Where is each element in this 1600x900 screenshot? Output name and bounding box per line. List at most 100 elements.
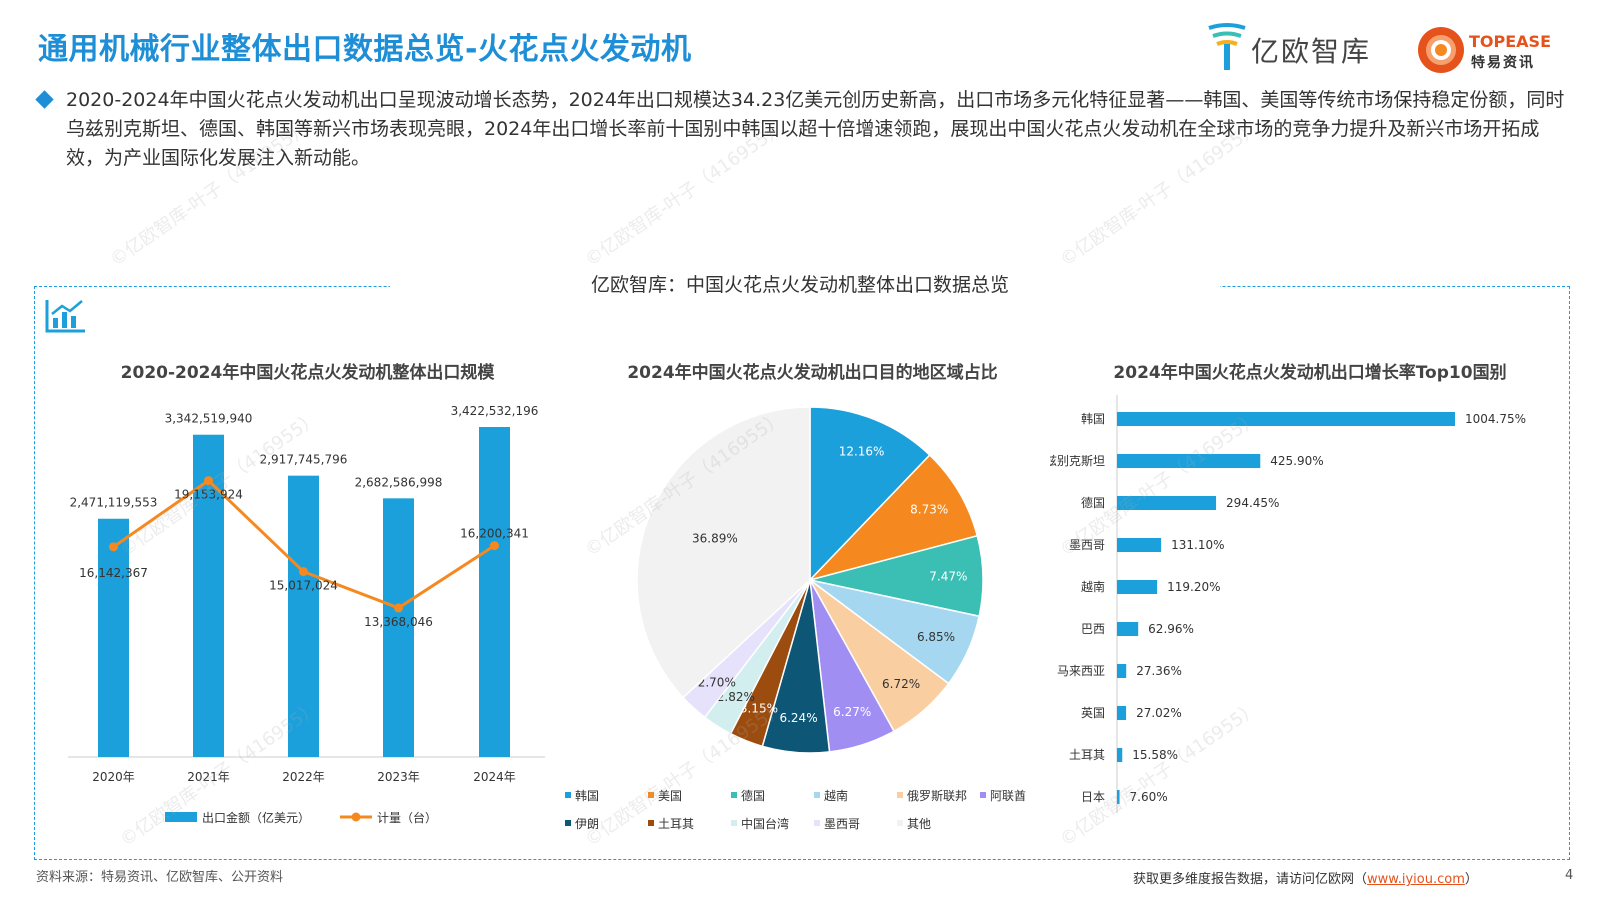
yiou-logo-icon (1208, 23, 1246, 70)
hbar-value-label: 131.10% (1171, 538, 1224, 552)
bar-value-label: 3,422,532,196 (451, 404, 539, 418)
footer-more: 获取更多维度报告数据，请访问亿欧网（www.iyiou.com） (1133, 868, 1478, 887)
y-tick-label: 德国 (1081, 495, 1105, 510)
y-tick-label: 乌兹别克斯坦 (1050, 453, 1105, 468)
bar-value-label: 3,342,519,940 (165, 412, 253, 426)
legend-label: 越南 (824, 788, 848, 803)
export-scale-chart: 2,471,119,553 2020年 3,342,519,940 2021年 2,91… (68, 404, 545, 825)
yiou-logo: 亿欧智库 (1205, 22, 1385, 74)
legend-swatch (731, 792, 737, 798)
pie-value-label: 6.72% (882, 677, 920, 691)
hbar-growth (1117, 538, 1162, 552)
legend-label: 美国 (658, 789, 682, 803)
pie-value-label: 2.82% (717, 690, 755, 704)
topease-logo-cn: 特易资讯 (1471, 55, 1535, 71)
hbar-growth (1117, 454, 1261, 468)
hbar-growth (1117, 496, 1217, 510)
hbar-growth (1117, 622, 1139, 636)
legend-label: 其他 (907, 817, 931, 831)
hbar-growth (1117, 664, 1127, 678)
pie-chart-title: 2024年中国火花点火发动机出口目的地区域占比 (627, 363, 998, 383)
legend-swatch (897, 820, 903, 826)
line-value-label: 15,017,024 (269, 579, 338, 593)
bar-chart-title: 2020-2024年中国火花点火发动机整体出口规模 (120, 363, 495, 383)
hbar-growth (1117, 706, 1127, 720)
pie-value-label: 6.85% (917, 630, 955, 644)
topease-logo-icon (1418, 27, 1464, 73)
topease-logo-en: TOPEASE (1469, 32, 1552, 51)
growth-top10-chart: 韩国 1004.75% 乌兹别克斯坦 425.90% 德国 294.45% 墨西哥 131.1… (1050, 395, 1526, 813)
footer-close: ） (1464, 872, 1478, 887)
footer-link[interactable]: www.iyiou.com (1367, 872, 1465, 887)
bar-value-label: 2,917,745,796 (260, 453, 348, 467)
x-tick-label: 2024年 (473, 770, 516, 784)
pie-value-label: 2.70% (698, 675, 736, 689)
y-tick-label: 墨西哥 (1069, 538, 1105, 552)
pie-slice (809, 406, 931, 582)
legend-swatch (648, 820, 654, 826)
x-tick-label: 2021年 (187, 770, 230, 784)
legend-label: 出口金额（亿美元） (202, 810, 310, 825)
intro-text: 2020-2024年中国火花点火发动机出口呈现波动增长态势，2024年出口规模达… (66, 89, 1565, 169)
hbar-value-label: 15.58% (1132, 748, 1178, 762)
destination-share-pie: 12.16% 8.73% 7.47% 6.85% 6.72% 6.27% 6.24%3.15… (565, 406, 1026, 831)
legend-label: 中国台湾 (741, 816, 789, 831)
legend-swatch (814, 792, 820, 798)
legend-label: 阿联酋 (990, 788, 1026, 803)
bar-export-amount (288, 475, 319, 757)
legend-swatch (814, 820, 820, 826)
page-number: 4 (1565, 868, 1574, 883)
legend-label: 伊朗 (575, 817, 599, 831)
y-tick-label: 巴西 (1081, 622, 1105, 636)
legend-label: 韩国 (575, 788, 599, 803)
legend-label: 计量（台） (377, 810, 437, 825)
line-point (204, 476, 213, 486)
pie-value-label: 8.73% (910, 503, 948, 517)
line-point (299, 567, 308, 577)
y-tick-label: 英国 (1081, 706, 1105, 720)
pie-value-label: 6.27% (833, 705, 871, 719)
legend-swatch-point (351, 812, 361, 822)
legend-label: 土耳其 (658, 817, 694, 831)
intro-paragraph: 2020-2024年中国火花点火发动机出口呈现波动增长态势，2024年出口规模达… (35, 86, 1568, 173)
bar-value-label: 2,471,119,553 (70, 496, 158, 510)
line-point (109, 542, 118, 552)
hbar-value-label: 294.45% (1226, 496, 1279, 510)
hbar-growth (1117, 412, 1455, 426)
hbar-value-label: 425.90% (1270, 454, 1323, 468)
hbar-value-label: 62.96% (1148, 622, 1194, 636)
hbar-value-label: 119.20% (1167, 580, 1220, 594)
legend-swatch (731, 820, 737, 826)
hbar-value-label: 7.60% (1130, 790, 1168, 804)
bar-chart-icon (45, 300, 85, 333)
legend-swatch (980, 792, 986, 798)
legend-label: 俄罗斯联邦 (907, 789, 967, 803)
hbar-value-label: 1004.75% (1465, 412, 1526, 426)
hbar-growth (1117, 580, 1158, 594)
legend-swatch (648, 792, 654, 798)
bar-export-amount (383, 498, 414, 757)
topease-logo: TOPEASE 特易资讯 (1415, 24, 1575, 78)
line-point (490, 541, 499, 551)
pie-value-label: 6.24% (779, 711, 817, 725)
line-value-label: 13,368,046 (364, 615, 433, 629)
hbar-value-label: 27.02% (1136, 706, 1182, 720)
y-tick-label: 日本 (1081, 790, 1105, 804)
y-tick-label: 土耳其 (1069, 748, 1105, 762)
legend-label: 德国 (741, 788, 765, 803)
hbar-value-label: 27.36% (1136, 664, 1182, 678)
pie-value-label: 36.89% (692, 531, 738, 545)
legend-label: 墨西哥 (824, 817, 860, 831)
y-tick-label: 马来西亚 (1057, 664, 1105, 678)
line-point (394, 603, 403, 613)
pie-value-label: 3.15% (740, 702, 778, 716)
bar-value-label: 2,682,586,998 (355, 475, 443, 489)
line-value-label: 16,200,341 (460, 527, 529, 541)
y-tick-label: 越南 (1081, 579, 1105, 594)
legend-swatch (897, 792, 903, 798)
line-value-label: 19,153,924 (174, 488, 243, 502)
hbar-growth (1117, 748, 1123, 762)
pie-value-label: 7.47% (929, 570, 967, 584)
x-tick-label: 2020年 (92, 770, 135, 784)
bar-export-amount (479, 427, 510, 757)
